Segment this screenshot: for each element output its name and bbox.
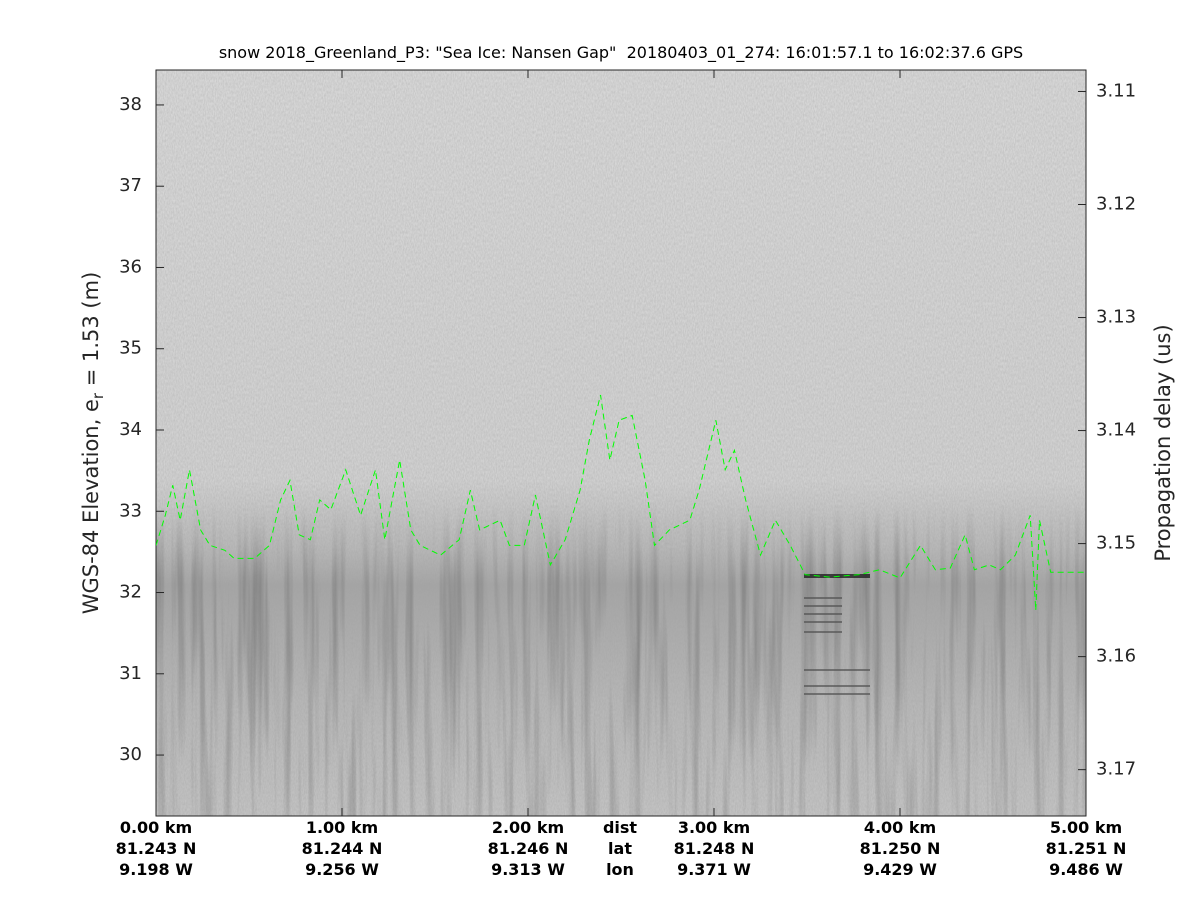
y-tick-label: 35: [119, 338, 142, 359]
y-axis-label: WGS-84 Elevation, er = 1.53 (m): [79, 272, 107, 615]
y-axis-label-part: = 1.53 (m): [79, 272, 103, 393]
x-tick-lon: 9.371 W: [677, 860, 751, 879]
y-tick-label: 34: [119, 419, 142, 440]
chart-title: snow 2018_Greenland_P3: "Sea Ice: Nansen…: [219, 43, 1023, 63]
layer-line: [156, 394, 1086, 611]
x-tick-label: 4.00 km: [864, 818, 936, 837]
echogram-streaks: [156, 70, 1086, 816]
y2-axis-label: Propagation delay (us): [1151, 324, 1175, 561]
y-tick-label: 37: [119, 175, 142, 196]
x-tick-lat: 81.248 N: [674, 839, 755, 858]
x-row-name: lat: [608, 839, 632, 858]
y-tick-label: 30: [119, 744, 142, 765]
y2-tick-label: 3.14: [1096, 420, 1136, 441]
x-tick-lon: 9.429 W: [863, 860, 937, 879]
x-row-name: dist: [603, 818, 637, 837]
y-tick-label: 36: [119, 256, 142, 277]
x-tick-lon: 9.198 W: [119, 860, 193, 879]
x-tick-lat: 81.244 N: [302, 839, 383, 858]
y-tick-label: 33: [119, 500, 142, 521]
y2-tick-label: 3.12: [1096, 194, 1136, 215]
x-tick-lat: 81.243 N: [116, 839, 197, 858]
x-tick-label: 0.00 km: [120, 818, 192, 837]
x-tick-lon: 9.313 W: [491, 860, 565, 879]
x-tick-lon: 9.486 W: [1049, 860, 1123, 879]
x-tick-label: 2.00 km: [492, 818, 564, 837]
x-tick-label: 1.00 km: [306, 818, 378, 837]
y-axis-label-subscript: r: [89, 392, 107, 399]
plot-frame: [155, 69, 1087, 817]
x-tick-label: 5.00 km: [1050, 818, 1122, 837]
y2-tick-label: 3.15: [1096, 533, 1136, 554]
y-tick-label: 38: [119, 94, 142, 115]
x-row-name: lon: [606, 860, 634, 879]
x-tick-lat: 81.250 N: [860, 839, 941, 858]
echogram-image: [156, 70, 1086, 816]
x-tick-lat: 81.246 N: [488, 839, 569, 858]
y2-tick-label: 3.16: [1096, 646, 1136, 667]
x-tick-lon: 9.256 W: [305, 860, 379, 879]
y-axis-label-part: WGS-84 Elevation, e: [79, 399, 103, 614]
y2-tick-label: 3.13: [1096, 307, 1136, 328]
y2-tick-label: 3.17: [1096, 759, 1136, 780]
y-tick-label: 32: [119, 582, 142, 603]
y2-tick-label: 3.11: [1096, 80, 1136, 101]
y-tick-label: 31: [119, 663, 142, 684]
x-tick-label: 3.00 km: [678, 818, 750, 837]
x-tick-lat: 81.251 N: [1046, 839, 1127, 858]
